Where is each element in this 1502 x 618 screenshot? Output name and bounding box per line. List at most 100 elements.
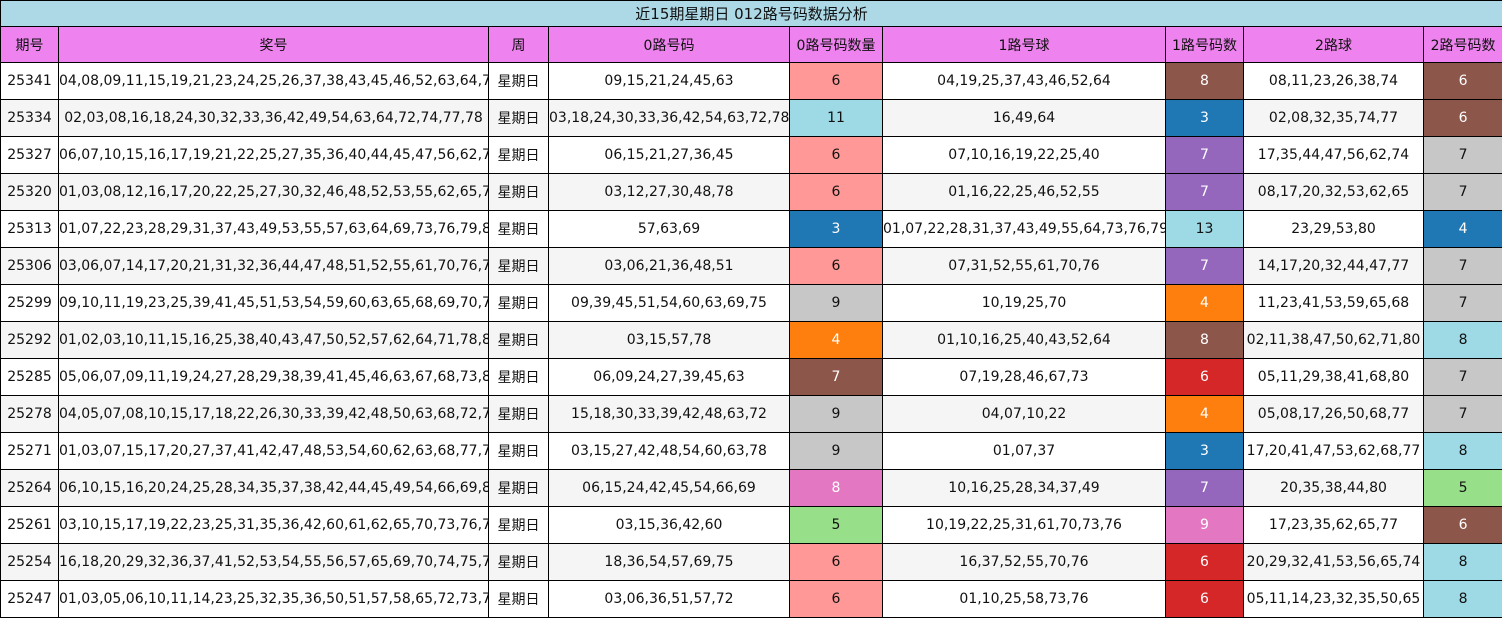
route0-count-cell: 6 (790, 581, 883, 618)
numbers-cell: 01,03,07,15,17,20,27,37,41,42,47,48,53,5… (59, 433, 489, 470)
route2-numbers-cell: 20,35,38,44,80 (1244, 470, 1424, 507)
route1-count-cell: 6 (1166, 581, 1244, 618)
numbers-cell: 16,18,20,29,32,36,37,41,52,53,54,55,56,5… (59, 544, 489, 581)
route2-numbers-cell: 23,29,53,80 (1244, 211, 1424, 248)
weekday-cell: 星期日 (489, 137, 549, 174)
header-numbers: 奖号 (59, 27, 489, 63)
issue-cell: 25313 (1, 211, 59, 248)
route0-count-cell: 11 (790, 100, 883, 137)
route0-numbers-cell: 15,18,30,33,39,42,48,63,72 (549, 396, 790, 433)
route2-count-cell: 7 (1424, 248, 1502, 285)
route1-numbers-cell: 01,07,37 (883, 433, 1166, 470)
numbers-cell: 03,06,07,14,17,20,21,31,32,36,44,47,48,5… (59, 248, 489, 285)
route2-numbers-cell: 05,11,14,23,32,35,50,65 (1244, 581, 1424, 618)
route0-count-cell: 7 (790, 359, 883, 396)
route1-numbers-cell: 07,31,52,55,61,70,76 (883, 248, 1166, 285)
issue-cell: 25306 (1, 248, 59, 285)
route0-numbers-cell: 03,06,36,51,57,72 (549, 581, 790, 618)
route2-numbers-cell: 17,35,44,47,56,62,74 (1244, 137, 1424, 174)
issue-cell: 25261 (1, 507, 59, 544)
weekday-cell: 星期日 (489, 507, 549, 544)
route2-numbers-cell: 08,11,23,26,38,74 (1244, 63, 1424, 100)
issue-cell: 25299 (1, 285, 59, 322)
route1-numbers-cell: 16,37,52,55,70,76 (883, 544, 1166, 581)
route0-numbers-cell: 06,15,21,27,36,45 (549, 137, 790, 174)
route1-count-cell: 7 (1166, 470, 1244, 507)
route0-count-cell: 3 (790, 211, 883, 248)
route1-numbers-cell: 04,19,25,37,43,46,52,64 (883, 63, 1166, 100)
route1-numbers-cell: 16,49,64 (883, 100, 1166, 137)
route1-count-cell: 3 (1166, 100, 1244, 137)
route1-numbers-cell: 01,10,16,25,40,43,52,64 (883, 322, 1166, 359)
numbers-cell: 01,03,05,06,10,11,14,23,25,32,35,36,50,5… (59, 581, 489, 618)
route1-count-cell: 9 (1166, 507, 1244, 544)
route1-numbers-cell: 01,07,22,28,31,37,43,49,55,64,73,76,79 (883, 211, 1166, 248)
header-weekday: 周 (489, 27, 549, 63)
route1-numbers-cell: 01,10,25,58,73,76 (883, 581, 1166, 618)
title-row: 近15期星期日 012路号码数据分析 (1, 1, 1502, 27)
route2-numbers-cell: 05,08,17,26,50,68,77 (1244, 396, 1424, 433)
route0-numbers-cell: 18,36,54,57,69,75 (549, 544, 790, 581)
route2-numbers-cell: 02,11,38,47,50,62,71,80 (1244, 322, 1424, 359)
numbers-cell: 09,10,11,19,23,25,39,41,45,51,53,54,59,6… (59, 285, 489, 322)
numbers-cell: 06,07,10,15,16,17,19,21,22,25,27,35,36,4… (59, 137, 489, 174)
weekday-cell: 星期日 (489, 359, 549, 396)
route0-count-cell: 9 (790, 396, 883, 433)
route0-count-cell: 4 (790, 322, 883, 359)
route2-count-cell: 6 (1424, 507, 1502, 544)
route1-numbers-cell: 07,10,16,19,22,25,40 (883, 137, 1166, 174)
route1-count-cell: 4 (1166, 396, 1244, 433)
route2-count-cell: 6 (1424, 63, 1502, 100)
route1-count-cell: 6 (1166, 544, 1244, 581)
issue-cell: 25341 (1, 63, 59, 100)
weekday-cell: 星期日 (489, 581, 549, 618)
route1-numbers-cell: 07,19,28,46,67,73 (883, 359, 1166, 396)
route0-count-cell: 6 (790, 248, 883, 285)
route0-count-cell: 8 (790, 470, 883, 507)
route2-numbers-cell: 08,17,20,32,53,62,65 (1244, 174, 1424, 211)
numbers-cell: 02,03,08,16,18,24,30,32,33,36,42,49,54,6… (59, 100, 489, 137)
route2-numbers-cell: 20,29,32,41,53,56,65,74 (1244, 544, 1424, 581)
route1-numbers-cell: 04,07,10,22 (883, 396, 1166, 433)
route2-numbers-cell: 02,08,32,35,74,77 (1244, 100, 1424, 137)
route2-count-cell: 7 (1424, 396, 1502, 433)
route2-count-cell: 7 (1424, 285, 1502, 322)
route2-count-cell: 7 (1424, 137, 1502, 174)
weekday-cell: 星期日 (489, 100, 549, 137)
route2-count-cell: 7 (1424, 359, 1502, 396)
table-title: 近15期星期日 012路号码数据分析 (1, 1, 1502, 27)
route1-numbers-cell: 10,16,25,28,34,37,49 (883, 470, 1166, 507)
header-route0-count: 0路号码数量 (790, 27, 883, 63)
header-row: 期号 奖号 周 0路号码 0路号码数量 1路号球 1路号码数 2路球 2路号码数 (1, 27, 1502, 63)
issue-cell: 25271 (1, 433, 59, 470)
route0-numbers-cell: 03,12,27,30,48,78 (549, 174, 790, 211)
route0-count-cell: 9 (790, 433, 883, 470)
weekday-cell: 星期日 (489, 211, 549, 248)
route0-numbers-cell: 06,15,24,42,45,54,66,69 (549, 470, 790, 507)
issue-cell: 25285 (1, 359, 59, 396)
issue-cell: 25247 (1, 581, 59, 618)
weekday-cell: 星期日 (489, 285, 549, 322)
weekday-cell: 星期日 (489, 174, 549, 211)
route0-numbers-cell: 03,15,36,42,60 (549, 507, 790, 544)
issue-cell: 25327 (1, 137, 59, 174)
issue-cell: 25278 (1, 396, 59, 433)
route1-count-cell: 7 (1166, 137, 1244, 174)
route1-count-cell: 7 (1166, 174, 1244, 211)
weekday-cell: 星期日 (489, 248, 549, 285)
route2-count-cell: 8 (1424, 581, 1502, 618)
route1-numbers-cell: 01,16,22,25,46,52,55 (883, 174, 1166, 211)
route2-count-cell: 8 (1424, 433, 1502, 470)
route2-numbers-cell: 14,17,20,32,44,47,77 (1244, 248, 1424, 285)
numbers-cell: 01,02,03,10,11,15,16,25,38,40,43,47,50,5… (59, 322, 489, 359)
route2-numbers-cell: 11,23,41,53,59,65,68 (1244, 285, 1424, 322)
